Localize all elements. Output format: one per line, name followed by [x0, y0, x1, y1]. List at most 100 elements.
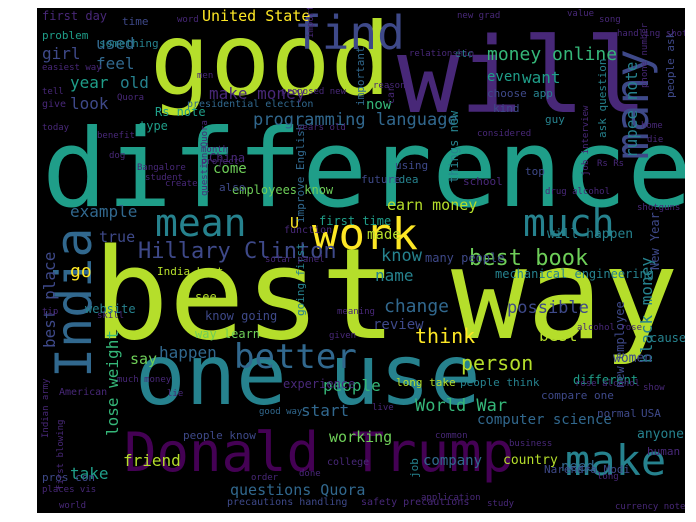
word: normal [597, 407, 637, 420]
word: year [70, 73, 109, 92]
word: important thing [306, 8, 316, 38]
word: best [539, 326, 578, 345]
word: lie [167, 389, 184, 399]
word: rupee note [622, 61, 641, 158]
word: United State [202, 8, 311, 25]
word: working [329, 428, 393, 446]
word: money online [487, 44, 618, 65]
word: rose alcohol [575, 379, 641, 389]
word: question Quora [200, 120, 210, 196]
word: shotguns proposed [637, 203, 685, 213]
word: friend [123, 451, 181, 470]
word: value [567, 9, 595, 19]
word: use [329, 326, 481, 424]
word: dog [109, 151, 126, 161]
word: best book [469, 246, 589, 271]
word: company [423, 453, 483, 469]
word: first time [319, 214, 392, 228]
word: will [397, 15, 648, 137]
word: American [59, 387, 108, 398]
word: project [201, 157, 239, 167]
word: website [85, 302, 136, 316]
word: home [641, 121, 663, 131]
word: good [150, 8, 391, 118]
word: world [59, 501, 87, 511]
word: Indian army [41, 378, 51, 438]
word: app [533, 87, 553, 100]
word: people think [460, 376, 540, 389]
word: time [122, 15, 149, 28]
word: function [284, 225, 333, 236]
word-cloud: difference best way good will one use Do… [37, 8, 685, 513]
word: World War [415, 396, 508, 416]
word: will happen [547, 227, 634, 242]
word: kind [493, 102, 520, 115]
word: given [329, 331, 357, 341]
word: college [327, 457, 370, 468]
word: reason [373, 81, 406, 91]
word: Donald Trump [124, 421, 515, 484]
word: guy [545, 113, 565, 126]
word: start [301, 401, 350, 420]
word: good way [259, 407, 303, 417]
word: compare one [541, 389, 614, 402]
word: problem [42, 29, 89, 42]
word: currency note [615, 502, 685, 512]
word: long take [396, 376, 456, 389]
word: programming language [253, 110, 458, 130]
word: think [415, 324, 476, 348]
word: Quora [117, 93, 145, 103]
word: alcohol rose [577, 323, 643, 333]
word: make [565, 436, 667, 485]
word: skill [97, 311, 125, 321]
word: need [561, 459, 595, 475]
word: order [251, 473, 279, 483]
word: one [135, 326, 287, 424]
word: today [42, 123, 70, 133]
word: see [195, 290, 217, 304]
word: etc [455, 49, 474, 60]
word: change [384, 296, 450, 317]
word: Hillary Clinton [138, 239, 337, 264]
word: top [525, 165, 545, 178]
word: made [367, 227, 401, 243]
word: experience [283, 377, 356, 391]
word: person [461, 351, 534, 375]
word: feel [96, 54, 135, 73]
word: say [130, 350, 158, 368]
word: years old [297, 123, 346, 133]
word: new grad [457, 11, 501, 21]
word: school [463, 175, 503, 188]
word: idea [392, 173, 419, 186]
word: people [323, 376, 381, 395]
word: choose [487, 87, 527, 100]
word: benefit [97, 131, 135, 141]
word: name [375, 266, 414, 285]
word: New Year [648, 212, 662, 270]
word: something [99, 37, 159, 50]
word: people know [183, 429, 256, 442]
word: review [373, 317, 424, 333]
word: mechanical engineering [495, 267, 654, 281]
word: type [139, 119, 168, 133]
word: employees know [232, 183, 334, 197]
word: tell [42, 87, 64, 97]
word: example [70, 202, 138, 221]
word: cause [650, 331, 685, 345]
word: earn money [387, 196, 478, 214]
word: U [290, 214, 300, 232]
word: possible [507, 298, 589, 318]
word: old [120, 73, 149, 92]
word: used [96, 34, 135, 53]
word: go [70, 261, 92, 282]
word: women [613, 351, 653, 366]
word: easiest way [42, 63, 102, 73]
word: true [99, 228, 136, 246]
word: relationship [409, 49, 475, 59]
word: give [42, 99, 67, 110]
word: job interview [581, 105, 591, 176]
word: girl [42, 44, 81, 63]
word: computer science [477, 412, 612, 428]
word: long [597, 472, 619, 482]
word: difference [42, 107, 685, 232]
